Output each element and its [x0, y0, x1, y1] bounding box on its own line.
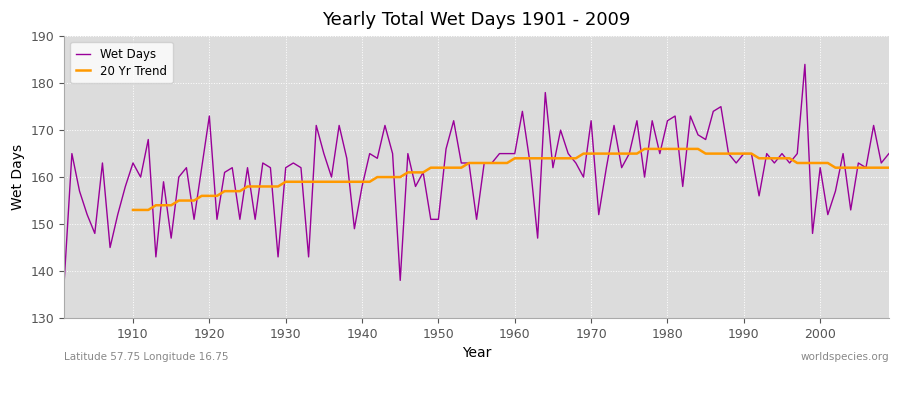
20 Yr Trend	[853, 165, 864, 170]
Y-axis label: Wet Days: Wet Days	[11, 144, 25, 210]
Legend: Wet Days, 20 Yr Trend: Wet Days, 20 Yr Trend	[70, 42, 173, 84]
20 Yr Trend	[128, 208, 139, 212]
Wet Days	[799, 62, 810, 67]
20 Yr Trend	[273, 184, 284, 189]
Title: Yearly Total Wet Days 1901 - 2009: Yearly Total Wet Days 1901 - 2009	[322, 11, 631, 29]
Text: Latitude 57.75 Longitude 16.75: Latitude 57.75 Longitude 16.75	[64, 352, 229, 362]
Wet Days	[501, 151, 512, 156]
Wet Days	[334, 123, 345, 128]
20 Yr Trend	[303, 179, 314, 184]
Line: Wet Days: Wet Days	[64, 64, 889, 280]
X-axis label: Year: Year	[462, 346, 491, 360]
Wet Days	[601, 165, 612, 170]
20 Yr Trend	[578, 151, 589, 156]
Wet Days	[58, 278, 69, 283]
Wet Days	[509, 151, 520, 156]
Text: worldspecies.org: worldspecies.org	[800, 352, 889, 362]
20 Yr Trend	[639, 146, 650, 151]
20 Yr Trend	[830, 165, 841, 170]
Wet Days	[120, 184, 130, 189]
20 Yr Trend	[884, 165, 895, 170]
20 Yr Trend	[517, 156, 527, 161]
Wet Days	[288, 160, 299, 165]
Wet Days	[884, 151, 895, 156]
Line: 20 Yr Trend: 20 Yr Trend	[133, 149, 889, 210]
